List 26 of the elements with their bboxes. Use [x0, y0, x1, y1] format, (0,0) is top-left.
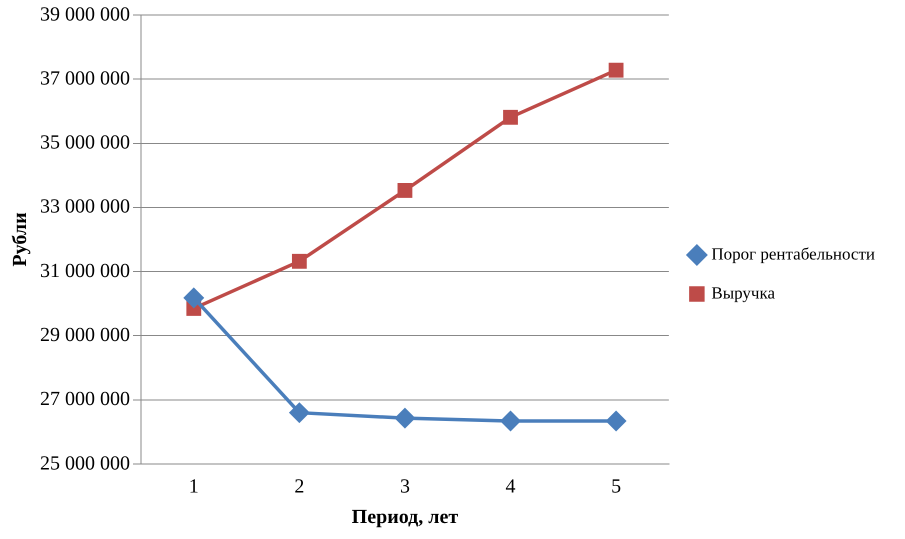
- x-tick-label: 1: [188, 475, 199, 498]
- x-tick-label: 3: [400, 475, 410, 498]
- point: [398, 183, 412, 198]
- y-tick-label: 25 000 000: [40, 452, 130, 474]
- y-axis-title: Рубли: [9, 212, 32, 267]
- y-tick-label: 39 000 000: [40, 3, 130, 26]
- point: [395, 408, 415, 428]
- x-tick-label: 2: [294, 475, 304, 498]
- y-tick-label: 29 000 000: [40, 324, 130, 346]
- y-tick-label: 35 000 000: [40, 132, 130, 154]
- point: [503, 110, 518, 125]
- point: [184, 288, 204, 308]
- y-tick-label: 31 000 000: [40, 260, 130, 282]
- legend-label: Выручка: [711, 283, 776, 302]
- point: [290, 402, 310, 422]
- legend-label: Порог рентабельности: [711, 244, 875, 264]
- x-tick-label: 5: [611, 475, 622, 498]
- point: [608, 62, 624, 78]
- x-axis-title: Период, лет: [352, 506, 458, 528]
- point: [292, 254, 307, 269]
- x-tick-label: 4: [506, 475, 516, 498]
- y-tick-label: 27 000 000: [40, 388, 130, 410]
- y-tick-label: 33 000 000: [40, 196, 130, 218]
- point: [500, 411, 520, 431]
- y-tick-label: 37 000 000: [40, 67, 130, 90]
- point: [606, 411, 626, 431]
